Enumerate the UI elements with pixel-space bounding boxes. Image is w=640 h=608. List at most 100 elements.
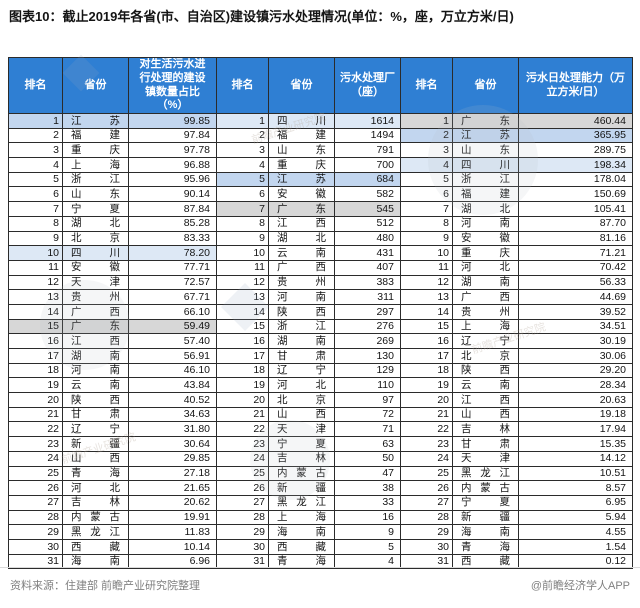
value-cell: 129 [334, 362, 401, 379]
value-cell: 700 [334, 157, 401, 173]
rank-cell: 6 [216, 186, 269, 203]
rank-cell: 19 [8, 377, 63, 394]
value-cell: 38 [334, 480, 401, 496]
rank-cell: 8 [400, 215, 453, 232]
value-cell: 1.54 [518, 538, 633, 555]
province-cell: 重庆 [452, 245, 519, 261]
column-header-province: 省份 [268, 57, 335, 114]
rank-cell: 8 [216, 215, 269, 232]
rank-cell: 2 [8, 127, 63, 144]
value-cell: 96.88 [128, 157, 217, 173]
rank-cell: 1 [8, 113, 63, 129]
value-cell: 85.28 [128, 215, 217, 232]
province-cell: 内蒙古 [62, 509, 129, 526]
rank-cell: 10 [8, 245, 63, 261]
value-cell: 44.69 [518, 289, 633, 305]
rank-cell: 25 [400, 465, 453, 482]
rank-cell: 4 [8, 157, 63, 173]
value-cell: 28.34 [518, 377, 633, 394]
value-cell: 46.10 [128, 362, 217, 379]
value-cell: 297 [334, 303, 401, 320]
rank-cell: 13 [400, 289, 453, 305]
province-cell: 福建 [268, 127, 335, 144]
rank-cell: 11 [400, 259, 453, 276]
value-cell: 0.12 [518, 553, 633, 570]
value-cell: 95.96 [128, 171, 217, 188]
province-cell: 西藏 [62, 538, 129, 555]
value-cell: 97.84 [128, 127, 217, 144]
value-cell: 130 [334, 348, 401, 364]
rank-cell: 1 [400, 113, 453, 129]
source-note: 资料来源：住建部 前瞻产业研究院整理 [10, 580, 201, 592]
province-cell: 湖南 [62, 348, 129, 364]
table-row: 30 西藏 10.14 30 西藏 5 30 青海 1.54 [8, 538, 633, 555]
rank-cell: 19 [400, 377, 453, 394]
rank-cell: 4 [400, 157, 453, 173]
value-cell: 90.14 [128, 186, 217, 203]
value-cell: 43.84 [128, 377, 217, 394]
province-cell: 福建 [62, 127, 129, 144]
value-cell: 47 [334, 465, 401, 482]
value-cell: 30.19 [518, 333, 633, 349]
rank-cell: 28 [8, 509, 63, 526]
value-cell: 99.85 [128, 113, 217, 129]
value-cell: 1614 [334, 113, 401, 129]
province-cell: 宁夏 [62, 201, 129, 217]
table-row: 18 河南 46.10 18 辽宁 129 18 陕西 29.20 [8, 362, 633, 379]
province-cell: 河北 [62, 480, 129, 496]
rank-cell: 23 [8, 436, 63, 452]
province-cell: 贵州 [452, 303, 519, 320]
table-row: 5 浙江 95.96 5 江苏 684 5 浙江 178.04 [8, 171, 633, 188]
province-cell: 陕西 [62, 392, 129, 408]
province-cell: 江苏 [62, 113, 129, 129]
rank-cell: 25 [216, 465, 269, 482]
rank-cell: 27 [400, 494, 453, 511]
province-cell: 海南 [268, 524, 335, 540]
value-cell: 10.14 [128, 538, 217, 555]
rank-cell: 2 [216, 127, 269, 144]
rank-cell: 26 [400, 480, 453, 496]
value-cell: 30.64 [128, 436, 217, 452]
rank-cell: 18 [216, 362, 269, 379]
province-cell: 西藏 [452, 553, 519, 570]
province-cell: 安徽 [62, 259, 129, 276]
province-cell: 云南 [452, 377, 519, 394]
rank-cell: 9 [216, 230, 269, 247]
province-cell: 湖北 [452, 201, 519, 217]
rank-cell: 28 [216, 509, 269, 526]
province-cell: 湖北 [62, 215, 129, 232]
value-cell: 70.42 [518, 259, 633, 276]
rank-cell: 14 [400, 303, 453, 320]
province-cell: 河南 [62, 362, 129, 379]
column-header-rank: 排名 [8, 57, 63, 114]
value-cell: 67.71 [128, 289, 217, 305]
value-cell: 9 [334, 524, 401, 540]
rank-cell: 31 [216, 553, 269, 570]
rank-cell: 30 [400, 538, 453, 555]
value-cell: 78.20 [128, 245, 217, 261]
value-cell: 545 [334, 201, 401, 217]
rank-cell: 5 [216, 171, 269, 188]
rank-cell: 7 [216, 201, 269, 217]
province-cell: 浙江 [452, 171, 519, 188]
rank-cell: 12 [400, 274, 453, 291]
rank-cell: 12 [216, 274, 269, 291]
value-cell: 31.80 [128, 421, 217, 438]
value-cell: 5 [334, 538, 401, 555]
province-cell: 四川 [452, 157, 519, 173]
rank-cell: 21 [400, 406, 453, 423]
value-cell: 97.78 [128, 142, 217, 159]
value-cell: 512 [334, 215, 401, 232]
value-cell: 71 [334, 421, 401, 438]
value-cell: 71.21 [518, 245, 633, 261]
province-cell: 江苏 [452, 127, 519, 144]
province-cell: 陕西 [452, 362, 519, 379]
province-cell: 四川 [62, 245, 129, 261]
rank-cell: 5 [8, 171, 63, 188]
rank-cell: 7 [400, 201, 453, 217]
value-cell: 480 [334, 230, 401, 247]
value-cell: 20.63 [518, 392, 633, 408]
value-cell: 15.35 [518, 436, 633, 452]
province-cell: 陕西 [268, 303, 335, 320]
footer-divider [0, 567, 640, 568]
